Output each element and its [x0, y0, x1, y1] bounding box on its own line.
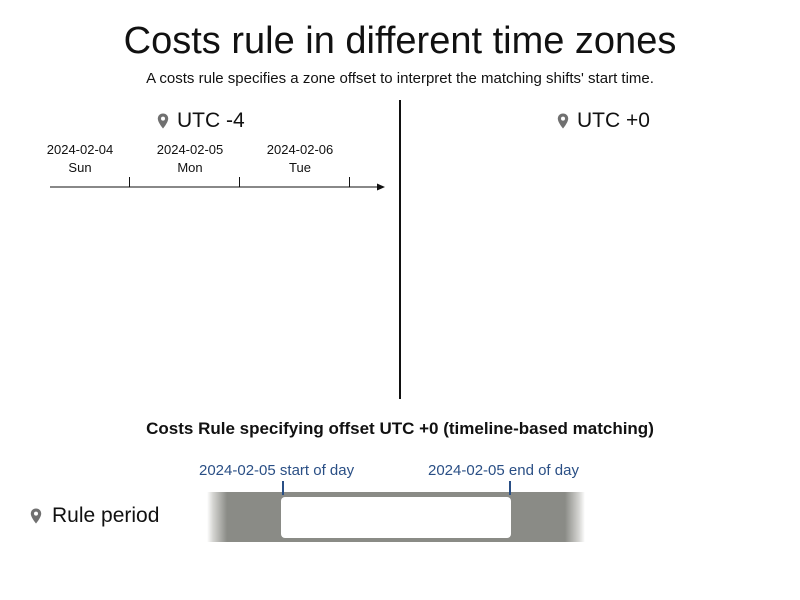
zone-label-right-text: UTC +0 — [577, 109, 650, 132]
timeline-axis-left — [50, 177, 385, 191]
start-of-day-label: 2024-02-05 start of day — [199, 462, 355, 479]
day-weekday: Tue — [289, 160, 311, 175]
day-date: 2024-02-06 — [266, 142, 334, 157]
location-pin-icon — [30, 508, 42, 524]
page-title: Costs rule in different time zones — [123, 20, 677, 62]
zone-label-left-text: UTC -4 — [177, 109, 245, 132]
rule-period-label: Rule period — [30, 504, 159, 528]
timeline-arrow-head — [377, 183, 385, 191]
day-weekday: Mon — [177, 160, 203, 175]
day-date: 2024-02-04 — [46, 142, 114, 157]
end-of-day-label: 2024-02-05 end of day — [428, 462, 579, 479]
rule-period-window — [281, 497, 511, 538]
page-subtitle: A costs rule specifies a zone offset to … — [146, 70, 654, 87]
zone-divider — [399, 100, 401, 399]
rule-section-title: Costs Rule specifying offset UTC +0 (tim… — [146, 419, 654, 438]
day-label-0: 2024-02-04 Sun — [25, 141, 135, 177]
location-pin-icon — [557, 113, 569, 129]
day-label-2: 2024-02-06 Tue — [245, 141, 355, 177]
day-label-1: 2024-02-05 Mon — [135, 141, 245, 177]
start-of-day-marker — [282, 481, 284, 495]
zone-label-left: UTC -4 — [157, 109, 245, 133]
day-date: 2024-02-05 — [156, 142, 224, 157]
day-weekday: Sun — [68, 160, 92, 175]
zone-label-right: UTC +0 — [557, 109, 650, 133]
location-pin-icon — [157, 113, 169, 129]
rule-period-label-text: Rule period — [52, 504, 160, 527]
end-of-day-marker — [509, 481, 511, 495]
